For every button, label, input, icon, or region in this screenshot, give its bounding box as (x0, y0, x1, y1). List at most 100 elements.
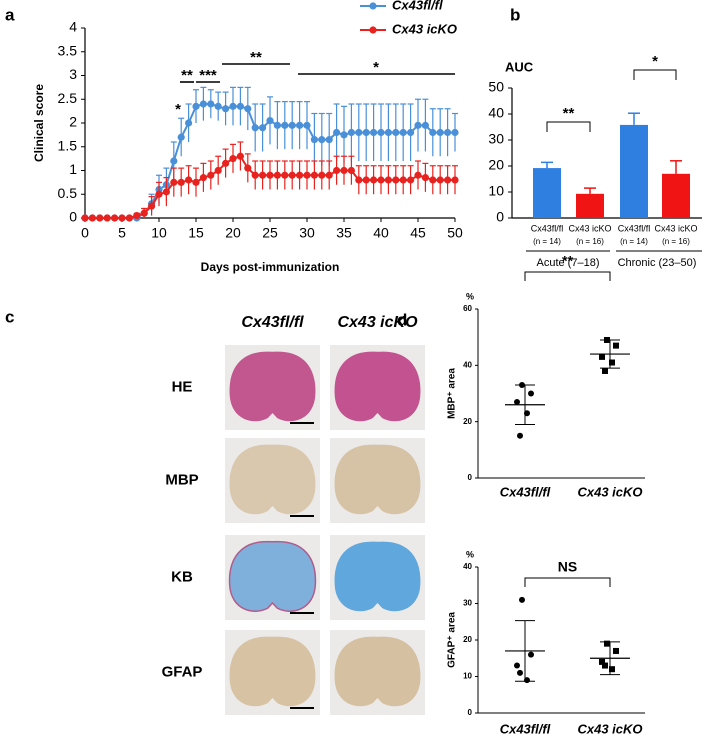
x-tick-label: 10 (151, 225, 167, 241)
point (177, 133, 185, 141)
point (162, 188, 170, 196)
point (266, 117, 274, 125)
point (244, 105, 252, 113)
y-tick-label: 3 (69, 66, 77, 82)
point (429, 176, 437, 184)
point (517, 669, 523, 676)
point (377, 176, 385, 184)
tissue-section (334, 541, 421, 612)
point (303, 121, 311, 129)
tissue-section (334, 351, 421, 422)
y-tick-label: 0 (69, 209, 77, 225)
point (604, 336, 610, 343)
legend-label: Cx43fl/fl (392, 0, 443, 12)
row-label: GFAP (162, 663, 203, 680)
point (333, 166, 341, 175)
point (140, 209, 148, 217)
panel-label: b (510, 5, 520, 24)
point (199, 174, 207, 182)
point (273, 121, 281, 129)
point (362, 128, 370, 137)
y-tick-label: 1 (69, 161, 77, 177)
point (229, 102, 237, 110)
significance-label: * (373, 59, 379, 76)
n-label: (n = 14) (620, 237, 648, 246)
point (347, 128, 355, 137)
significance-label: ** (250, 49, 262, 66)
significance-label: NS (558, 559, 577, 575)
point (609, 359, 615, 366)
row-label: HE (172, 378, 193, 395)
y-tick-label: 3.5 (58, 42, 78, 58)
x-tick-label: Cx43 icKO (577, 721, 642, 736)
point (148, 202, 156, 210)
point (325, 171, 333, 179)
panel-label: c (5, 307, 14, 326)
y-tick-label: 0 (496, 209, 504, 225)
point (318, 136, 326, 144)
point (370, 176, 378, 184)
x-tick-label: 20 (225, 225, 241, 241)
point (429, 128, 437, 137)
y-tick-label: 0.5 (58, 185, 78, 201)
point (347, 166, 355, 175)
column-header: Cx43fl/fl (241, 314, 304, 331)
y-tick-label: 40 (488, 105, 504, 121)
point (333, 128, 341, 137)
point (96, 214, 104, 222)
x-tick-label: 45 (410, 225, 426, 241)
y-tick-label: 2 (69, 114, 77, 130)
point (207, 171, 215, 179)
point (421, 121, 429, 129)
point (609, 666, 615, 673)
point (392, 128, 400, 137)
x-tick-label: 15 (188, 225, 204, 241)
point (251, 124, 259, 132)
point (599, 353, 605, 360)
x-tick-label: Cx43fl/fl (531, 223, 564, 233)
panel-label: d (397, 310, 407, 329)
group-label: Acute (7–18) (537, 257, 600, 269)
point (229, 155, 237, 163)
y-tick-label: 20 (488, 157, 504, 173)
point (436, 128, 444, 137)
point (384, 176, 392, 184)
y-tick-label: 2.5 (58, 90, 78, 106)
significance-bracket (633, 69, 677, 80)
point (103, 214, 111, 222)
tissue-section (334, 444, 421, 515)
point (414, 171, 422, 179)
point (222, 105, 230, 113)
significance-label: ** (562, 253, 573, 269)
y-tick-label: 20 (463, 417, 472, 426)
bar (576, 193, 604, 218)
legend-marker (369, 26, 377, 34)
y-tick-label: 30 (463, 599, 472, 608)
point (273, 171, 281, 179)
legend-marker (369, 2, 377, 10)
point (514, 398, 520, 405)
significance-label: ** (181, 67, 193, 84)
point (384, 128, 392, 137)
point (281, 121, 289, 129)
point (88, 214, 96, 222)
point (244, 164, 252, 172)
point (340, 166, 348, 175)
significance-bracket (546, 121, 591, 132)
x-tick-label: Cx43 icKO (577, 484, 642, 499)
point (192, 178, 200, 186)
significance-label: ** (563, 105, 575, 122)
y-unit: % (466, 549, 474, 559)
y-tick-label: 4 (69, 19, 77, 35)
point (133, 212, 141, 220)
point (288, 171, 296, 179)
point (155, 190, 163, 198)
y-tick-label: 60 (463, 304, 472, 313)
y-axis-label: Clinical score (32, 84, 46, 162)
point (377, 128, 385, 137)
tissue-section (229, 636, 316, 707)
n-label: (n = 14) (533, 237, 561, 246)
point (613, 342, 619, 349)
x-tick-label: Cx43 icKO (654, 223, 697, 233)
